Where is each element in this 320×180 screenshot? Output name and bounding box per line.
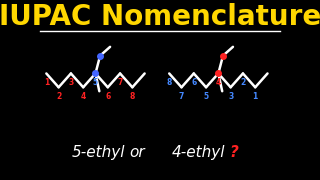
- Text: 6: 6: [191, 78, 196, 87]
- Text: 1: 1: [44, 78, 49, 87]
- Text: 4-ethyl: 4-ethyl: [172, 145, 225, 160]
- Text: 5: 5: [93, 78, 98, 87]
- Text: 5-ethyl: 5-ethyl: [72, 145, 125, 160]
- Text: 6: 6: [105, 92, 110, 101]
- Text: 8: 8: [166, 78, 172, 87]
- Text: 2: 2: [56, 92, 61, 101]
- Text: 7: 7: [117, 78, 123, 87]
- Text: 3: 3: [68, 78, 74, 87]
- Text: 8: 8: [130, 92, 135, 101]
- Text: 4: 4: [216, 78, 221, 87]
- Text: 5: 5: [204, 92, 209, 101]
- Text: 1: 1: [252, 92, 258, 101]
- Text: or: or: [129, 145, 145, 160]
- Text: ?: ?: [229, 145, 238, 160]
- Text: 7: 7: [179, 92, 184, 101]
- Text: 4: 4: [81, 92, 86, 101]
- Text: 2: 2: [240, 78, 245, 87]
- Text: IUPAC Nomenclature: IUPAC Nomenclature: [0, 3, 320, 31]
- Text: 3: 3: [228, 92, 233, 101]
